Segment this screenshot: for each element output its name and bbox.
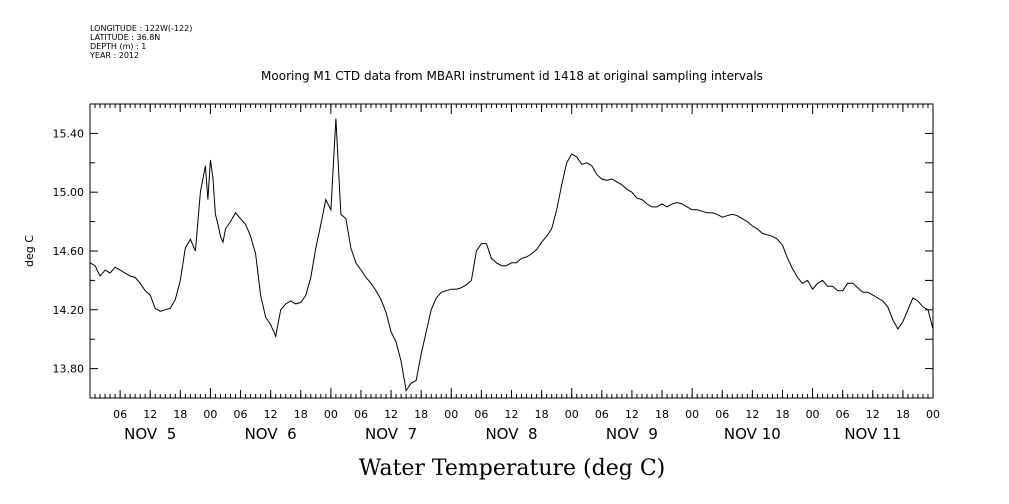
y-tick-label: 14.20 — [53, 304, 85, 317]
x-tick-label: 06 — [354, 408, 368, 421]
meta-latitude: LATITUDE : 36.8N — [90, 33, 160, 42]
x-tick-label: 12 — [384, 408, 398, 421]
x-tick-label: 00 — [203, 408, 217, 421]
day-label: NOV 10 — [724, 425, 781, 443]
temperature-series-line — [89, 118, 934, 392]
x-tick-label: 06 — [836, 408, 850, 421]
day-label: NOV 11 — [844, 425, 901, 443]
x-axis-label: Water Temperature (deg C) — [359, 456, 666, 481]
chart-title: Mooring M1 CTD data from MBARI instrumen… — [261, 69, 763, 83]
x-tick-label: 06 — [113, 408, 127, 421]
y-tick-label: 14.60 — [53, 245, 85, 258]
y-ticks: 13.80 14.20 14.60 15.00 15.40 — [53, 103, 933, 399]
x-tick-label: 12 — [625, 408, 639, 421]
day-label: NOV 6 — [245, 425, 297, 443]
x-tick-label: 18 — [173, 408, 187, 421]
meta-longitude: LONGITUDE : 122W(-122) — [90, 24, 192, 33]
x-tick-label: 12 — [745, 408, 759, 421]
meta-year: YEAR : 2012 — [89, 51, 139, 60]
x-tick-labels: 06 12 18 00 06 12 18 00 06 12 18 00 06 12 18 00 06 12 18 00… — [113, 408, 940, 421]
x-tick-label: 06 — [715, 408, 729, 421]
x-tick-label: 00 — [324, 408, 338, 421]
x-tick-label: 12 — [143, 408, 157, 421]
meta-depth: DEPTH (m) : 1 — [90, 42, 146, 51]
y-tick-label: 15.40 — [53, 127, 85, 140]
x-tick-label: 12 — [505, 408, 519, 421]
x-tick-label: 18 — [655, 408, 669, 421]
y-tick-label: 13.80 — [53, 363, 85, 376]
minor-ticks — [89, 104, 934, 398]
day-label: NOV 7 — [365, 425, 417, 443]
day-labels: NOV 5 NOV 6 NOV 7 NOV 8 NOV 9 NOV 10 NOV 11 — [124, 425, 901, 443]
x-tick-label: 12 — [866, 408, 880, 421]
x-tick-label: 00 — [926, 408, 940, 421]
y-axis-label: deg C — [23, 235, 36, 267]
x-tick-label: 18 — [294, 408, 308, 421]
major-ticks — [119, 104, 934, 398]
day-label: NOV 8 — [485, 425, 537, 443]
x-tick-label: 00 — [685, 408, 699, 421]
day-label: NOV 5 — [124, 425, 176, 443]
x-tick-label: 00 — [565, 408, 579, 421]
x-tick-label: 00 — [806, 408, 820, 421]
x-tick-label: 18 — [535, 408, 549, 421]
x-tick-label: 06 — [595, 408, 609, 421]
x-tick-label: 18 — [775, 408, 789, 421]
y-tick-label: 15.00 — [53, 186, 85, 199]
x-tick-label: 00 — [444, 408, 458, 421]
plot-frame — [89, 103, 934, 399]
x-tick-label: 18 — [896, 408, 910, 421]
x-tick-label: 18 — [414, 408, 428, 421]
x-tick-label: 06 — [474, 408, 488, 421]
day-label: NOV 9 — [606, 425, 658, 443]
x-tick-label: 06 — [234, 408, 248, 421]
x-tick-label: 12 — [264, 408, 278, 421]
